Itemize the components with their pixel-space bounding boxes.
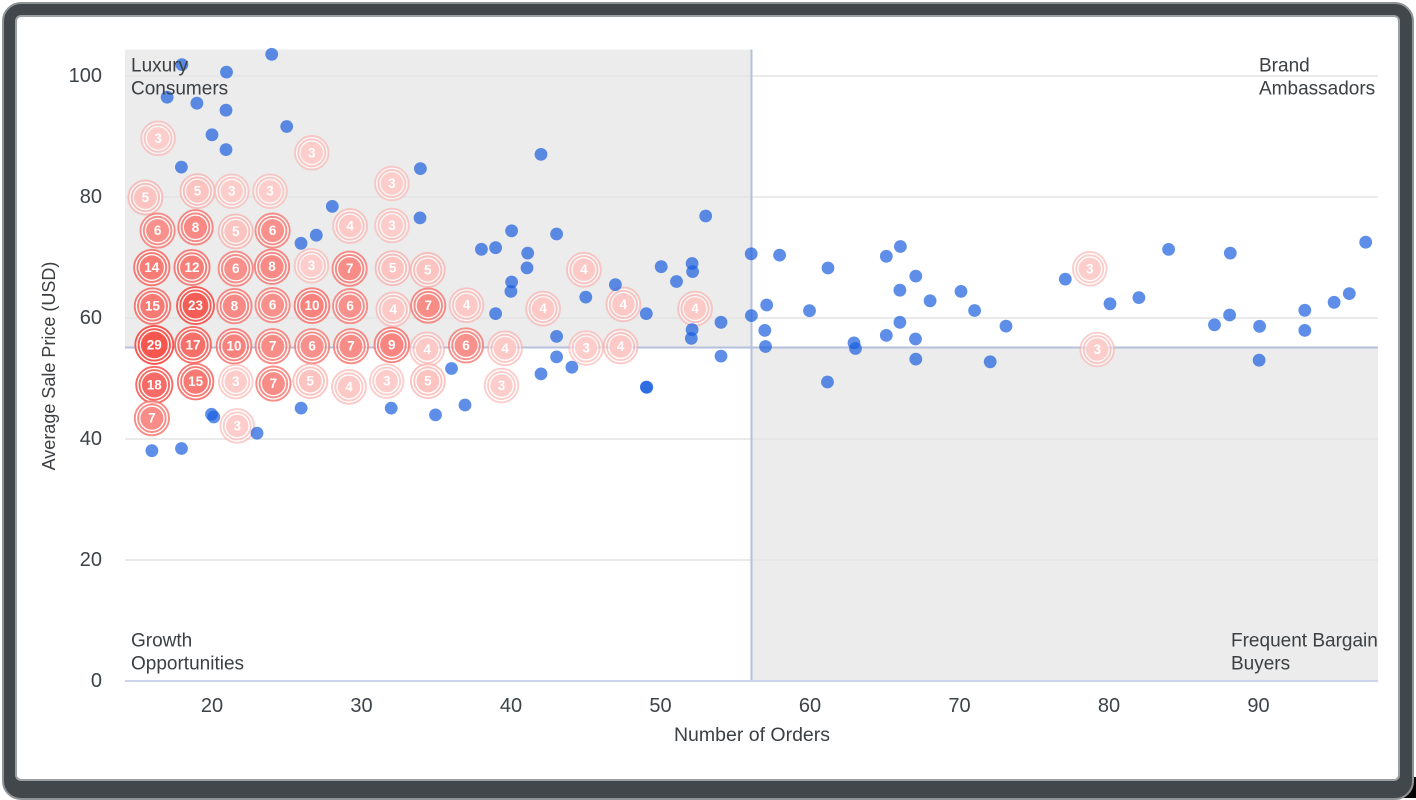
svg-text:4: 4	[691, 301, 699, 316]
svg-text:80: 80	[80, 186, 102, 208]
svg-text:90: 90	[1247, 695, 1269, 717]
svg-text:4: 4	[617, 339, 625, 354]
svg-text:3: 3	[266, 184, 274, 199]
svg-text:4: 4	[423, 342, 431, 357]
svg-text:20: 20	[201, 695, 223, 717]
svg-text:100: 100	[69, 65, 102, 87]
svg-text:8: 8	[192, 220, 200, 235]
svg-text:10: 10	[304, 298, 319, 313]
svg-text:3: 3	[582, 341, 590, 356]
svg-text:18: 18	[147, 377, 163, 392]
svg-text:3: 3	[1093, 342, 1101, 357]
svg-text:Consumers: Consumers	[131, 79, 228, 100]
svg-text:0: 0	[91, 670, 102, 692]
svg-text:4: 4	[580, 262, 588, 277]
svg-text:6: 6	[308, 339, 316, 354]
svg-text:4: 4	[539, 301, 547, 316]
svg-text:3: 3	[498, 378, 506, 393]
svg-text:4: 4	[390, 302, 398, 317]
svg-text:3: 3	[232, 374, 240, 389]
svg-text:4: 4	[345, 379, 353, 394]
svg-text:Ambassadors: Ambassadors	[1259, 79, 1375, 100]
svg-text:10: 10	[226, 339, 241, 354]
svg-text:6: 6	[269, 298, 277, 313]
svg-text:3: 3	[154, 131, 162, 146]
svg-text:8: 8	[231, 299, 239, 314]
svg-text:6: 6	[154, 223, 162, 238]
svg-text:4: 4	[620, 297, 628, 312]
svg-text:9: 9	[388, 337, 396, 352]
svg-text:6: 6	[269, 223, 277, 238]
svg-text:5: 5	[424, 263, 432, 278]
svg-text:Brand: Brand	[1259, 56, 1310, 77]
svg-text:5: 5	[389, 261, 397, 276]
svg-text:17: 17	[185, 337, 200, 352]
svg-text:4: 4	[501, 341, 509, 356]
svg-text:Buyers: Buyers	[1231, 654, 1290, 675]
svg-text:Number of Orders: Number of Orders	[674, 724, 830, 746]
svg-text:12: 12	[184, 260, 199, 275]
svg-text:40: 40	[80, 428, 102, 450]
svg-text:Opportunities: Opportunities	[131, 654, 244, 675]
svg-text:5: 5	[142, 190, 150, 205]
svg-text:6: 6	[346, 299, 354, 314]
svg-text:29: 29	[147, 337, 162, 352]
svg-text:6: 6	[462, 338, 470, 353]
svg-text:40: 40	[500, 695, 522, 717]
svg-text:7: 7	[148, 411, 156, 426]
svg-text:5: 5	[232, 224, 240, 239]
svg-text:50: 50	[649, 695, 671, 717]
svg-text:6: 6	[232, 261, 240, 276]
svg-text:Luxury: Luxury	[131, 56, 189, 77]
svg-text:3: 3	[388, 176, 396, 191]
svg-text:7: 7	[270, 376, 278, 391]
svg-text:7: 7	[346, 261, 354, 276]
svg-text:4: 4	[346, 219, 354, 234]
svg-text:Average Sale Price (USD): Average Sale Price (USD)	[39, 262, 59, 471]
svg-text:7: 7	[269, 339, 277, 354]
svg-text:Growth: Growth	[131, 631, 192, 652]
svg-text:70: 70	[948, 695, 970, 717]
svg-text:4: 4	[463, 298, 471, 313]
svg-text:80: 80	[1098, 695, 1120, 717]
svg-text:30: 30	[350, 695, 372, 717]
svg-text:3: 3	[1086, 261, 1094, 276]
svg-text:3: 3	[233, 418, 241, 433]
svg-text:15: 15	[145, 299, 161, 314]
svg-text:3: 3	[308, 145, 316, 160]
svg-text:3: 3	[388, 218, 396, 233]
svg-text:60: 60	[80, 307, 102, 329]
svg-text:5: 5	[194, 184, 202, 199]
svg-text:Frequent Bargain: Frequent Bargain	[1231, 631, 1378, 652]
svg-text:5: 5	[424, 374, 432, 389]
svg-text:60: 60	[799, 695, 821, 717]
svg-text:7: 7	[347, 339, 355, 354]
svg-text:5: 5	[307, 374, 315, 389]
svg-text:3: 3	[383, 374, 391, 389]
svg-text:3: 3	[228, 184, 236, 199]
svg-text:3: 3	[308, 258, 316, 273]
svg-text:14: 14	[144, 260, 160, 275]
svg-text:7: 7	[424, 298, 432, 313]
svg-text:20: 20	[80, 549, 102, 571]
svg-text:8: 8	[268, 259, 276, 274]
svg-text:23: 23	[188, 298, 204, 313]
svg-text:15: 15	[188, 374, 204, 389]
